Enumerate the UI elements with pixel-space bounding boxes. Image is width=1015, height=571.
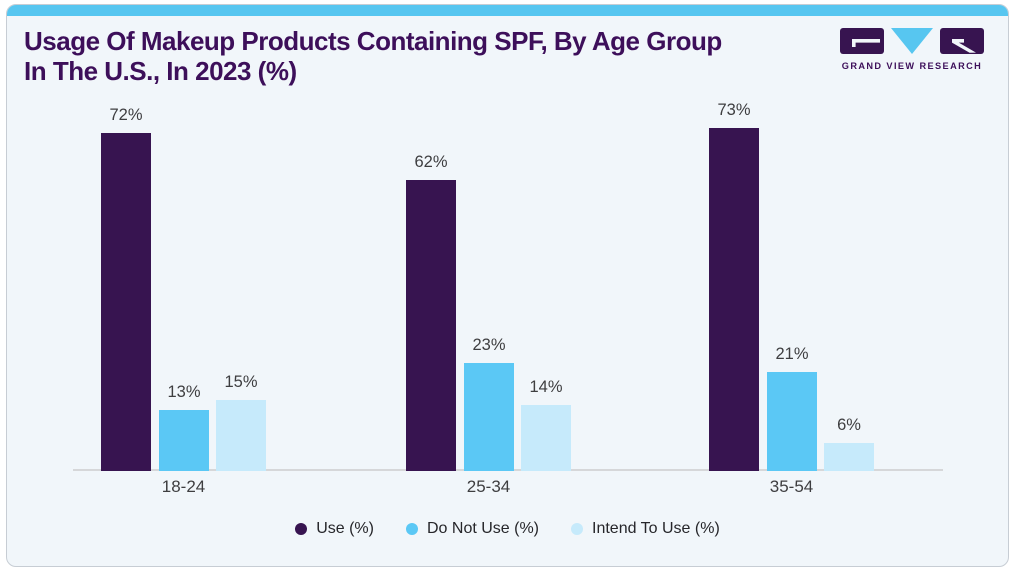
legend-item-intend-to-use: Intend To Use (%)	[571, 520, 720, 538]
bar-intend-to-use-18-24	[216, 400, 266, 471]
legend-label-intend-to-use: Intend To Use (%)	[592, 520, 720, 537]
bar-do-not-use-35-54	[767, 372, 817, 471]
bar-use-35-54	[709, 128, 759, 471]
bar-value-label-use-35-54: 73%	[717, 101, 751, 119]
category-label-18-24: 18-24	[161, 477, 206, 496]
chart-title: Usage Of Makeup Products Containing SPF,…	[24, 26, 722, 86]
logo-g-mark	[852, 39, 880, 47]
bar-value-label-intend-to-use-25-34: 14%	[529, 378, 563, 396]
bar-do-not-use-18-24	[159, 410, 209, 471]
logo-wordmark: GRAND VIEW RESEARCH	[842, 61, 982, 71]
grand-view-research-logo: GRAND VIEW RESEARCH	[840, 28, 984, 71]
bar-use-25-34	[406, 180, 456, 471]
bar-value-label-intend-to-use-35-54: 6%	[837, 416, 861, 434]
bar-intend-to-use-25-34	[521, 405, 571, 471]
bar-value-label-do-not-use-25-34: 23%	[472, 336, 506, 354]
logo-v-triangle	[891, 28, 933, 54]
legend: Use (%) Do Not Use (%) Intend To Use (%)	[7, 520, 1008, 538]
legend-item-do-not-use: Do Not Use (%)	[405, 520, 540, 538]
chart-title-line1: Usage Of Makeup Products Containing SPF,…	[24, 26, 722, 56]
bar-intend-to-use-35-54	[824, 443, 874, 471]
legend-swatch-do-not-use	[405, 523, 418, 535]
bar-value-label-do-not-use-35-54: 21%	[775, 345, 809, 363]
legend-label-use: Use (%)	[316, 520, 374, 537]
bar-value-label-do-not-use-18-24: 13%	[167, 383, 201, 401]
accent-top-bar	[7, 5, 1008, 16]
bar-use-18-24	[101, 133, 151, 471]
category-label-25-34: 25-34	[466, 477, 511, 496]
bar-chart-plot-area: 72% 13% 15% 18-24 62% 23% 14% 25-34 73% 21% 6% 35-5…	[7, 5, 1008, 566]
chart-card: Usage Of Makeup Products Containing SPF,…	[6, 4, 1009, 567]
logo-r-mark	[952, 39, 976, 53]
bar-value-label-intend-to-use-18-24: 15%	[224, 373, 258, 391]
chart-title-line2: In The U.S., In 2023 (%)	[24, 56, 297, 86]
legend-item-use: Use (%)	[295, 520, 374, 538]
legend-swatch-use	[295, 523, 308, 535]
legend-label-do-not-use: Do Not Use (%)	[426, 520, 540, 537]
category-label-35-54: 35-54	[769, 477, 814, 496]
bar-do-not-use-25-34	[464, 363, 514, 471]
bar-value-label-use-25-34: 62%	[414, 153, 448, 171]
bar-value-label-use-18-24: 72%	[109, 106, 143, 124]
legend-swatch-intend-to-use	[571, 523, 584, 535]
